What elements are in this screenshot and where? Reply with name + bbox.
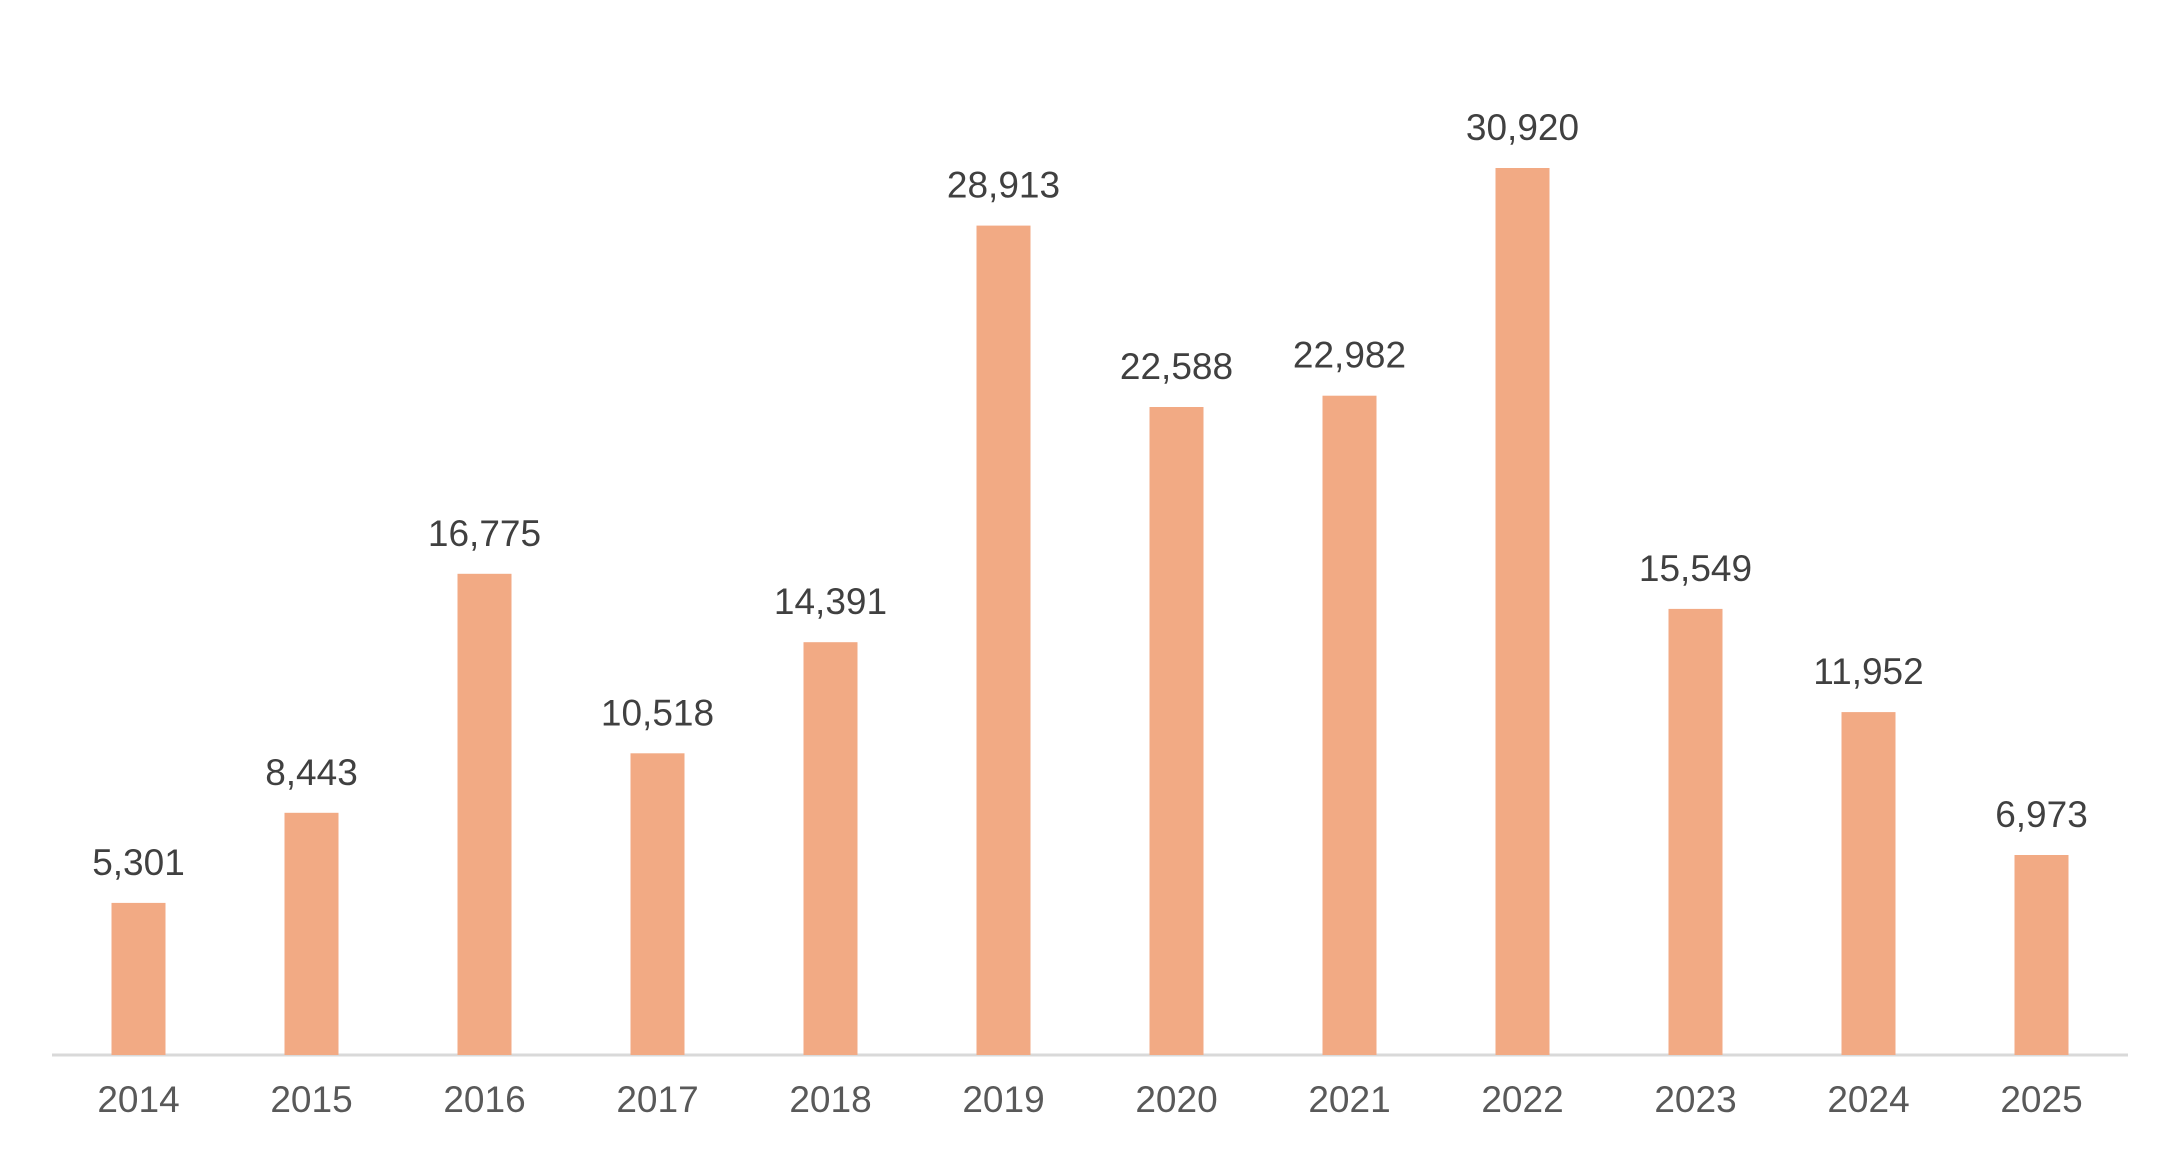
- bar-2016: [457, 573, 512, 1055]
- data-label-2016: 16,775: [428, 513, 541, 554]
- data-labels-group: 5,301 8,443 16,775 10,518 14,391 28,913 22,588…: [92, 107, 2088, 883]
- data-label-2023: 15,549: [1639, 548, 1752, 589]
- bars-group: [111, 168, 2069, 1056]
- data-label-2017: 10,518: [601, 692, 714, 733]
- bar-2023: [1668, 608, 1723, 1055]
- data-label-2019: 28,913: [947, 165, 1060, 206]
- bar-2021: [1322, 395, 1377, 1055]
- data-label-2021: 22,982: [1293, 335, 1406, 376]
- bar-2017: [630, 753, 685, 1055]
- x-tick-label-2015: 2015: [270, 1079, 352, 1120]
- data-label-2025: 6,973: [1995, 794, 2088, 835]
- bar-2022: [1495, 168, 1550, 1055]
- data-label-2015: 8,443: [265, 752, 358, 793]
- bar-2020: [1149, 407, 1204, 1055]
- x-tick-label-2017: 2017: [616, 1079, 698, 1120]
- x-tick-label-2022: 2022: [1481, 1079, 1563, 1120]
- x-tick-label-2014: 2014: [97, 1079, 179, 1120]
- data-label-2014: 5,301: [92, 842, 185, 883]
- data-label-2020: 22,588: [1120, 346, 1233, 387]
- x-tick-label-2016: 2016: [443, 1079, 525, 1120]
- data-label-2024: 11,952: [1813, 651, 1923, 692]
- x-tick-label-2023: 2023: [1654, 1079, 1736, 1120]
- x-tick-label-2024: 2024: [1827, 1079, 1909, 1120]
- bar-2024: [1841, 712, 1896, 1055]
- data-label-2022: 30,920: [1466, 107, 1579, 148]
- x-tick-label-2021: 2021: [1308, 1079, 1390, 1120]
- bar-2018: [803, 642, 858, 1055]
- data-label-2018: 14,391: [774, 581, 887, 622]
- bar-2015: [284, 812, 339, 1055]
- x-tick-label-2019: 2019: [962, 1079, 1044, 1120]
- bar-2019: [976, 225, 1031, 1056]
- bar-2025: [2014, 855, 2069, 1055]
- x-tick-label-2018: 2018: [789, 1079, 871, 1120]
- x-axis-tick-labels: 2014 2015 2016 2017 2018 2019 2020 2021 2022 2023…: [97, 1079, 2082, 1120]
- bar-2014: [111, 902, 166, 1055]
- x-tick-label-2020: 2020: [1135, 1079, 1217, 1120]
- x-tick-label-2025: 2025: [2000, 1079, 2082, 1120]
